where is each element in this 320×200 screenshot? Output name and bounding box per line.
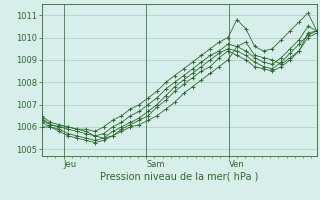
X-axis label: Pression niveau de la mer( hPa ): Pression niveau de la mer( hPa ) <box>100 172 258 182</box>
